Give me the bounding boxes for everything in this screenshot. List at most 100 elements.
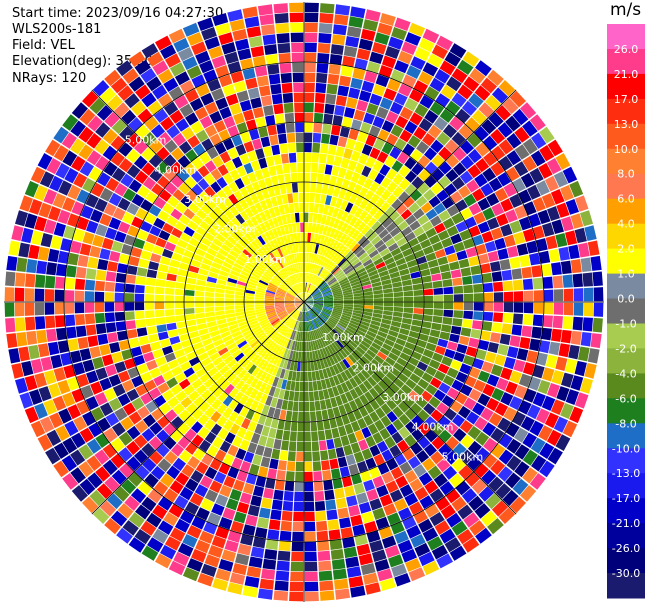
ppi-cell (215, 375, 226, 387)
ppi-cell (247, 87, 260, 99)
ppi-cell (124, 358, 136, 370)
ppi-cell (108, 217, 122, 230)
ppi-cell (204, 418, 216, 431)
ppi-cell (350, 585, 366, 598)
ppi-cell (478, 339, 490, 351)
ppi-cell (313, 122, 323, 133)
ppi-cell (177, 542, 194, 557)
ppi-cell (104, 312, 115, 323)
ppi-cell (29, 389, 43, 405)
ppi-cell (538, 250, 551, 264)
ppi-cell (300, 222, 304, 233)
ppi-cell (391, 394, 403, 406)
ppi-cell (408, 265, 420, 274)
ppi-cell (146, 233, 158, 245)
ppi-cell (383, 292, 394, 298)
ppi-cell (339, 126, 350, 138)
ppi-cell (325, 356, 333, 367)
ppi-cell (40, 233, 53, 248)
ppi-cell (483, 151, 498, 167)
ppi-cell (255, 476, 267, 488)
ppi-cell (366, 266, 377, 274)
ppi-cell (422, 348, 434, 359)
ppi-cell (398, 83, 413, 97)
ppi-cell (365, 582, 381, 595)
ppi-cell (416, 339, 427, 349)
ppi-cell (304, 541, 317, 552)
ppi-cell (374, 224, 386, 235)
ppi-cell (300, 302, 304, 311)
ppi-cell (245, 374, 255, 386)
ppi-cell (285, 296, 295, 300)
ppi-cell (464, 216, 477, 229)
ppi-cell (434, 222, 446, 234)
ppi-cell (353, 409, 363, 421)
ppi-cell (317, 244, 323, 255)
ppi-cell (237, 340, 248, 349)
ppi-cell (120, 416, 134, 431)
ppi-cell (273, 590, 289, 601)
ppi-cell (142, 131, 157, 146)
ppi-cell (229, 19, 246, 32)
ppi-cell (227, 61, 242, 74)
ppi-cell (268, 519, 281, 531)
ppi-cell (412, 313, 423, 321)
ppi-cell (164, 53, 181, 68)
ppi-cell (307, 321, 310, 331)
ppi-cell (4, 302, 15, 317)
ppi-cell (322, 347, 328, 358)
ppi-cell (337, 337, 346, 346)
ppi-cell (163, 154, 177, 168)
ppi-cell (294, 212, 300, 223)
ppi-cell (377, 440, 389, 453)
ppi-cell (261, 188, 270, 200)
ppi-cell (130, 247, 143, 258)
ppi-cell (478, 486, 494, 502)
ppi-cell (298, 283, 302, 293)
ppi-cell (318, 224, 325, 235)
ppi-cell (260, 136, 271, 148)
ppi-cell (227, 125, 240, 138)
ppi-cell (128, 537, 146, 553)
ppi-cell (465, 117, 480, 132)
ppi-cell (462, 319, 473, 329)
ppi-cell (358, 501, 372, 514)
ppi-cell (295, 298, 304, 302)
ppi-cell (224, 432, 236, 444)
ppi-cell (256, 331, 266, 340)
ppi-cell (143, 351, 155, 363)
ppi-cell (481, 321, 493, 332)
ppi-cell (245, 289, 256, 294)
ppi-cell (99, 344, 111, 356)
ppi-cell (343, 148, 353, 160)
ppi-cell (156, 324, 167, 333)
ppi-cell (215, 233, 227, 243)
ppi-cell (133, 238, 146, 249)
ppi-cell (276, 323, 284, 332)
ppi-cell (195, 129, 209, 143)
ppi-cell (331, 240, 339, 250)
ppi-cell (369, 93, 383, 106)
ppi-cell (306, 283, 310, 293)
ppi-cell (105, 364, 118, 377)
ppi-cell (162, 248, 174, 259)
ppi-cell (302, 282, 304, 293)
ppi-cell (304, 342, 307, 352)
ppi-cell (259, 222, 268, 233)
ppi-cell (342, 312, 352, 318)
ppi-cell (284, 300, 295, 302)
ppi-cell (53, 126, 69, 144)
ppi-cell (197, 573, 214, 587)
ppi-cell (309, 401, 316, 412)
ppi-cell (308, 252, 312, 263)
ppi-cell (84, 279, 96, 291)
ppi-cell (114, 361, 127, 373)
ppi-cell (366, 488, 379, 501)
ppi-cell (61, 132, 77, 149)
ppi-cell (329, 263, 337, 273)
ppi-cell (206, 444, 219, 458)
ppi-cell (222, 395, 234, 407)
ppi-cell (358, 553, 373, 566)
ppi-cell (285, 295, 295, 299)
ppi-cell (480, 407, 494, 421)
